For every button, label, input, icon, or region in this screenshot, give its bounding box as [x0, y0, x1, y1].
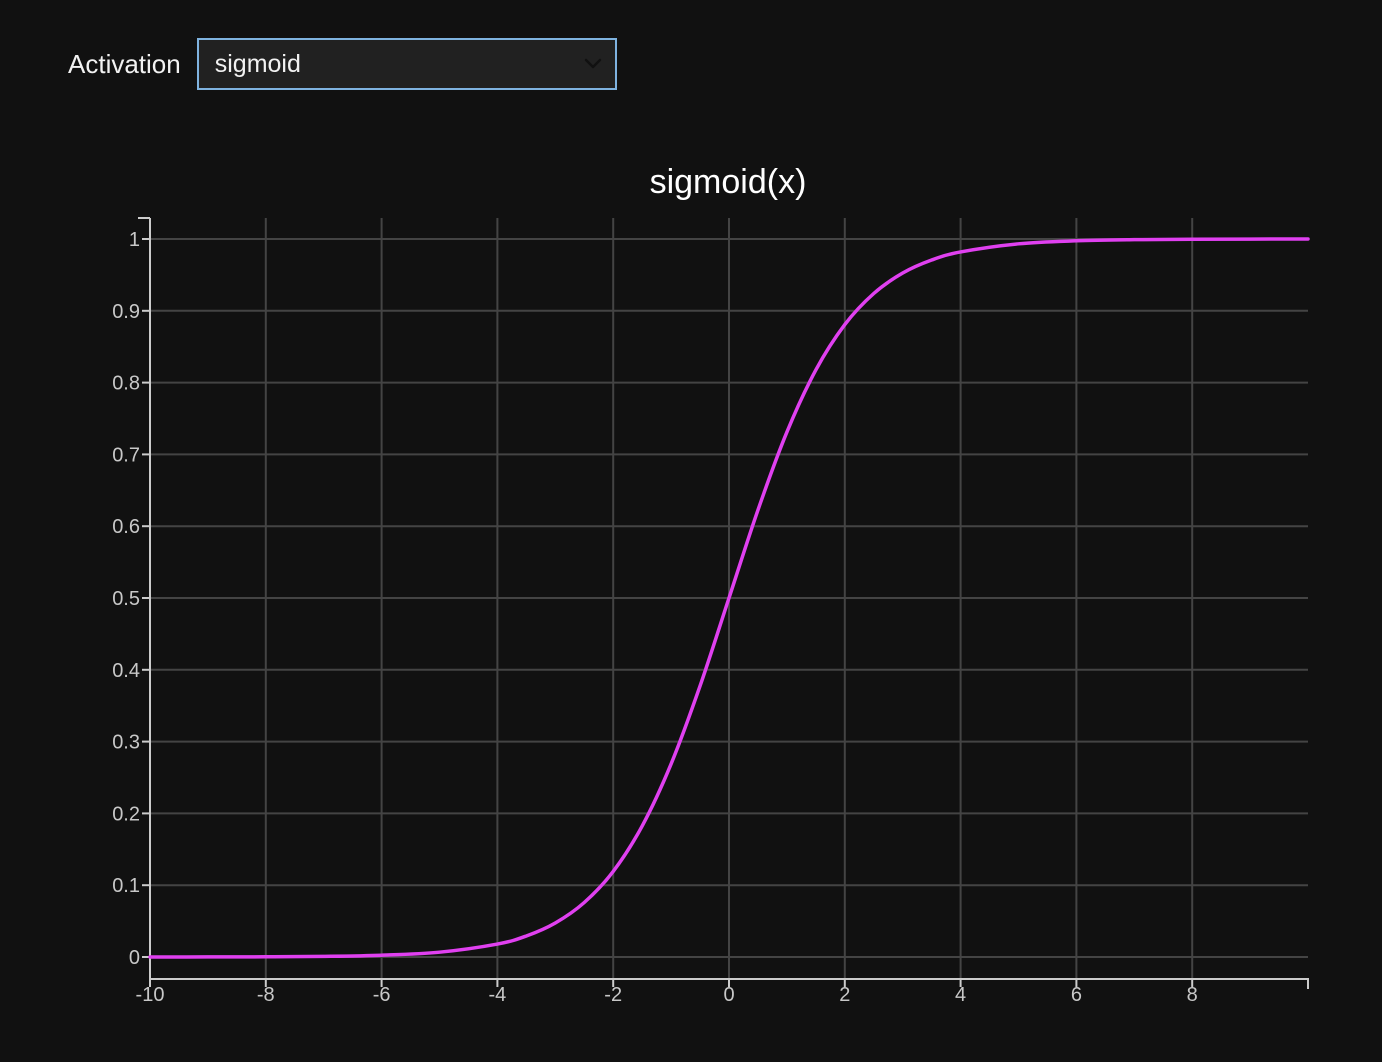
y-tick-label: 0.9	[112, 301, 140, 323]
activation-select[interactable]: sigmoid	[196, 38, 617, 90]
x-tick-label: 8	[1187, 984, 1198, 1006]
x-tick-label: 0	[723, 984, 734, 1006]
x-tick-label: 6	[1071, 984, 1082, 1006]
chart-title: sigmoid(x)	[650, 163, 807, 201]
x-tick-label: -6	[373, 984, 391, 1006]
x-tick-label: 2	[839, 984, 850, 1006]
axis-layer: 0 0.1 0.2 0.3 0.4 0.5 0.6 0.7 0.8 0.9 1 -10 -8 -6 -4 -2…	[112, 217, 1309, 1006]
x-tick-label: -4	[489, 984, 507, 1006]
series-layer	[148, 237, 1310, 959]
y-tick-label: 0.1	[112, 875, 140, 897]
y-tick-label: 1	[129, 229, 140, 251]
x-tick-label: -2	[604, 984, 622, 1006]
y-tick-label: 0.8	[112, 373, 140, 395]
grid-layer	[150, 218, 1308, 979]
activation-control: Activation sigmoid	[68, 36, 617, 92]
y-tick-label: 0.4	[112, 660, 140, 682]
activation-select-value: sigmoid	[214, 49, 301, 78]
x-tick-label: 4	[955, 984, 966, 1006]
y-tick-label: 0.7	[112, 444, 140, 466]
sigmoid-curve	[148, 237, 1310, 959]
y-tick-label: 0.3	[112, 732, 140, 754]
y-tick-label: 0.6	[112, 516, 140, 538]
y-tick-label: 0	[129, 947, 140, 969]
x-tick-label: -8	[257, 984, 275, 1006]
activation-label: Activation	[68, 48, 181, 79]
y-tick-label: 0.5	[112, 588, 140, 610]
y-tick-label: 0.2	[112, 803, 140, 825]
x-tick-label: -10	[136, 984, 165, 1006]
chevron-down-icon	[584, 58, 601, 69]
